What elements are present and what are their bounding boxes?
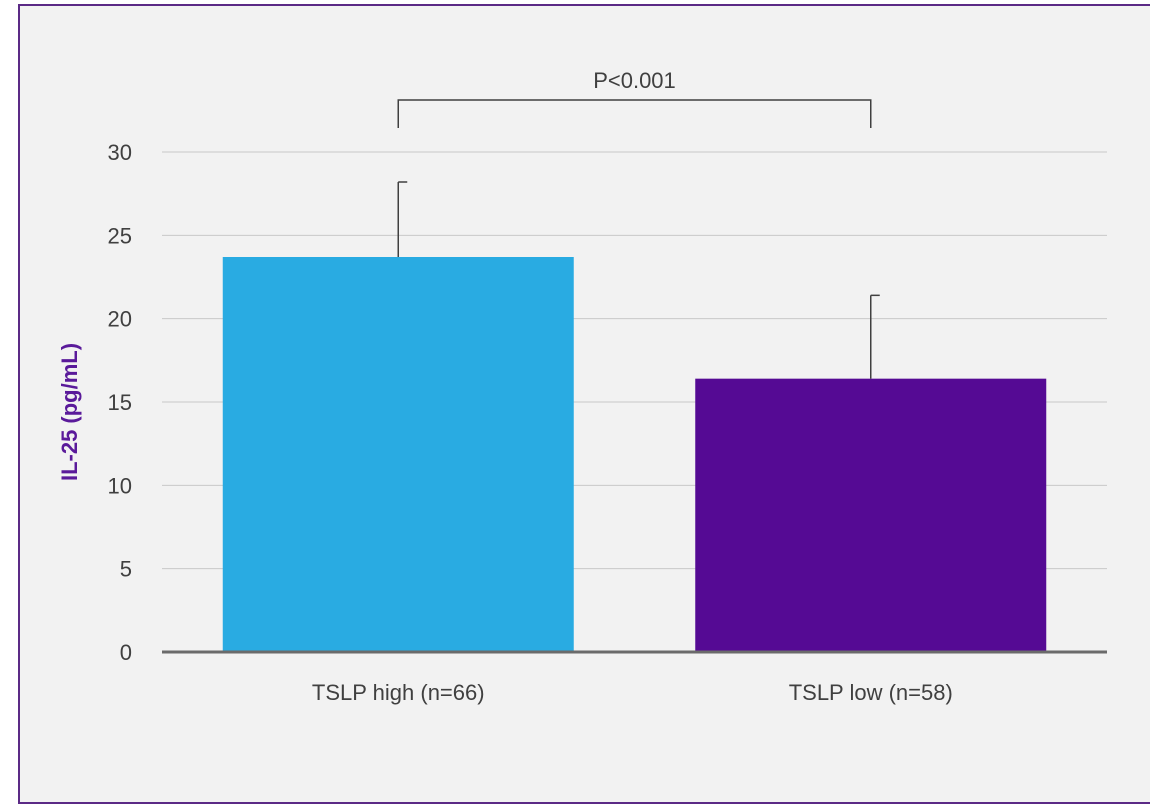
x-category-label: TSLP low (n=58) [789, 680, 953, 705]
significance-label: P<0.001 [593, 68, 676, 93]
y-tick-label: 20 [108, 307, 132, 332]
chart-frame: 0 5 10 15 20 25 30 TSLP high (n=66) TSLP low (n… [18, 4, 1150, 804]
bar [222, 257, 574, 652]
y-tick-labels: 0 5 10 15 20 25 30 [108, 140, 132, 665]
bar [695, 378, 1047, 652]
significance-bracket-line [397, 99, 872, 128]
y-tick-label: 25 [108, 223, 132, 248]
x-category-labels: TSLP high (n=66) TSLP low (n=58) [312, 680, 953, 705]
y-tick-label: 5 [120, 557, 132, 582]
y-tick-label: 0 [120, 640, 132, 665]
x-category-label: TSLP high (n=66) [312, 680, 485, 705]
y-tick-label: 30 [108, 140, 132, 165]
y-tick-label: 10 [108, 473, 132, 498]
bars [222, 257, 1047, 652]
error-bars [397, 181, 880, 379]
bar-chart: 0 5 10 15 20 25 30 TSLP high (n=66) TSLP low (n… [57, 68, 1107, 705]
y-tick-label: 15 [108, 390, 132, 415]
y-axis-title: IL-25 (pg/mL) [57, 343, 82, 481]
significance-bracket: P<0.001 [397, 68, 872, 128]
